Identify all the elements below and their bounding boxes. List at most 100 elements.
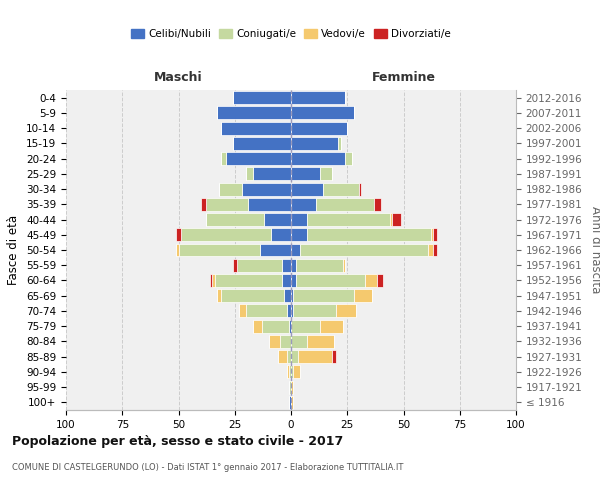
Bar <box>291 122 347 134</box>
Bar <box>217 106 291 120</box>
Bar <box>221 152 226 165</box>
Bar <box>300 244 428 256</box>
Bar <box>293 304 336 318</box>
Bar <box>271 228 291 241</box>
Bar <box>431 228 433 241</box>
Legend: Celibi/Nubili, Coniugati/e, Vedovi/e, Divorziati/e: Celibi/Nubili, Coniugati/e, Vedovi/e, Di… <box>127 25 455 43</box>
Bar <box>291 182 323 196</box>
Bar <box>280 335 291 348</box>
Bar <box>291 320 320 332</box>
Bar <box>287 304 291 318</box>
Bar <box>219 182 241 196</box>
Text: Maschi: Maschi <box>154 70 203 84</box>
Bar <box>277 350 287 363</box>
Bar <box>291 137 338 150</box>
Bar <box>359 182 361 196</box>
Bar <box>284 289 291 302</box>
Bar <box>338 137 341 150</box>
Bar <box>374 198 381 211</box>
Bar <box>293 289 354 302</box>
Text: COMUNE DI CASTELGERUNDO (LO) - Dati ISTAT 1° gennaio 2017 - Elaborazione TUTTITA: COMUNE DI CASTELGERUNDO (LO) - Dati ISTA… <box>12 462 403 471</box>
Bar <box>210 274 212 287</box>
Bar <box>181 228 271 241</box>
Bar <box>307 213 390 226</box>
Bar <box>282 259 291 272</box>
Bar <box>205 213 264 226</box>
Bar <box>296 274 365 287</box>
Bar <box>307 228 431 241</box>
Bar <box>260 244 291 256</box>
Bar <box>287 350 291 363</box>
Bar <box>291 274 296 287</box>
Bar <box>176 244 179 256</box>
Bar <box>336 304 356 318</box>
Bar <box>291 289 293 302</box>
Bar <box>246 304 287 318</box>
Text: Popolazione per età, sesso e stato civile - 2017: Popolazione per età, sesso e stato civil… <box>12 435 343 448</box>
Bar <box>365 274 377 287</box>
Bar <box>215 274 282 287</box>
Bar <box>343 259 345 272</box>
Bar <box>392 213 401 226</box>
Bar <box>287 366 289 378</box>
Bar <box>289 380 291 394</box>
Bar <box>331 350 336 363</box>
Bar <box>354 289 372 302</box>
Bar <box>433 244 437 256</box>
Bar <box>291 168 320 180</box>
Bar <box>264 213 291 226</box>
Bar <box>239 304 246 318</box>
Bar <box>428 244 433 256</box>
Bar <box>298 350 331 363</box>
Bar <box>176 228 181 241</box>
Bar <box>289 320 291 332</box>
Bar <box>269 335 280 348</box>
Bar <box>296 259 343 272</box>
Bar <box>221 122 291 134</box>
Bar <box>233 137 291 150</box>
Bar <box>377 274 383 287</box>
Bar <box>241 182 291 196</box>
Bar <box>316 198 374 211</box>
Bar <box>433 228 437 241</box>
Bar <box>291 335 307 348</box>
Bar <box>345 152 352 165</box>
Bar <box>289 396 291 409</box>
Y-axis label: Fasce di età: Fasce di età <box>7 215 20 285</box>
Bar <box>248 198 291 211</box>
Bar <box>282 274 291 287</box>
Bar <box>291 366 293 378</box>
Bar <box>291 228 307 241</box>
Bar <box>291 152 345 165</box>
Bar <box>217 289 221 302</box>
Y-axis label: Anni di nascita: Anni di nascita <box>589 206 600 294</box>
Bar <box>390 213 392 226</box>
Bar <box>253 168 291 180</box>
Bar <box>179 244 260 256</box>
Bar <box>221 289 284 302</box>
Bar <box>237 259 282 272</box>
Bar <box>320 320 343 332</box>
Bar <box>205 198 248 211</box>
Bar <box>246 168 253 180</box>
Bar <box>233 91 291 104</box>
Bar <box>201 198 205 211</box>
Bar <box>291 213 307 226</box>
Bar <box>291 106 354 120</box>
Bar <box>233 259 237 272</box>
Bar <box>291 91 345 104</box>
Bar <box>291 244 300 256</box>
Text: Femmine: Femmine <box>371 70 436 84</box>
Bar <box>293 366 300 378</box>
Bar <box>307 335 334 348</box>
Bar <box>291 396 293 409</box>
Bar <box>291 304 293 318</box>
Bar <box>320 168 331 180</box>
Bar <box>291 380 293 394</box>
Bar <box>262 320 289 332</box>
Bar <box>323 182 359 196</box>
Bar <box>212 274 215 287</box>
Bar <box>291 259 296 272</box>
Bar <box>289 366 291 378</box>
Bar <box>226 152 291 165</box>
